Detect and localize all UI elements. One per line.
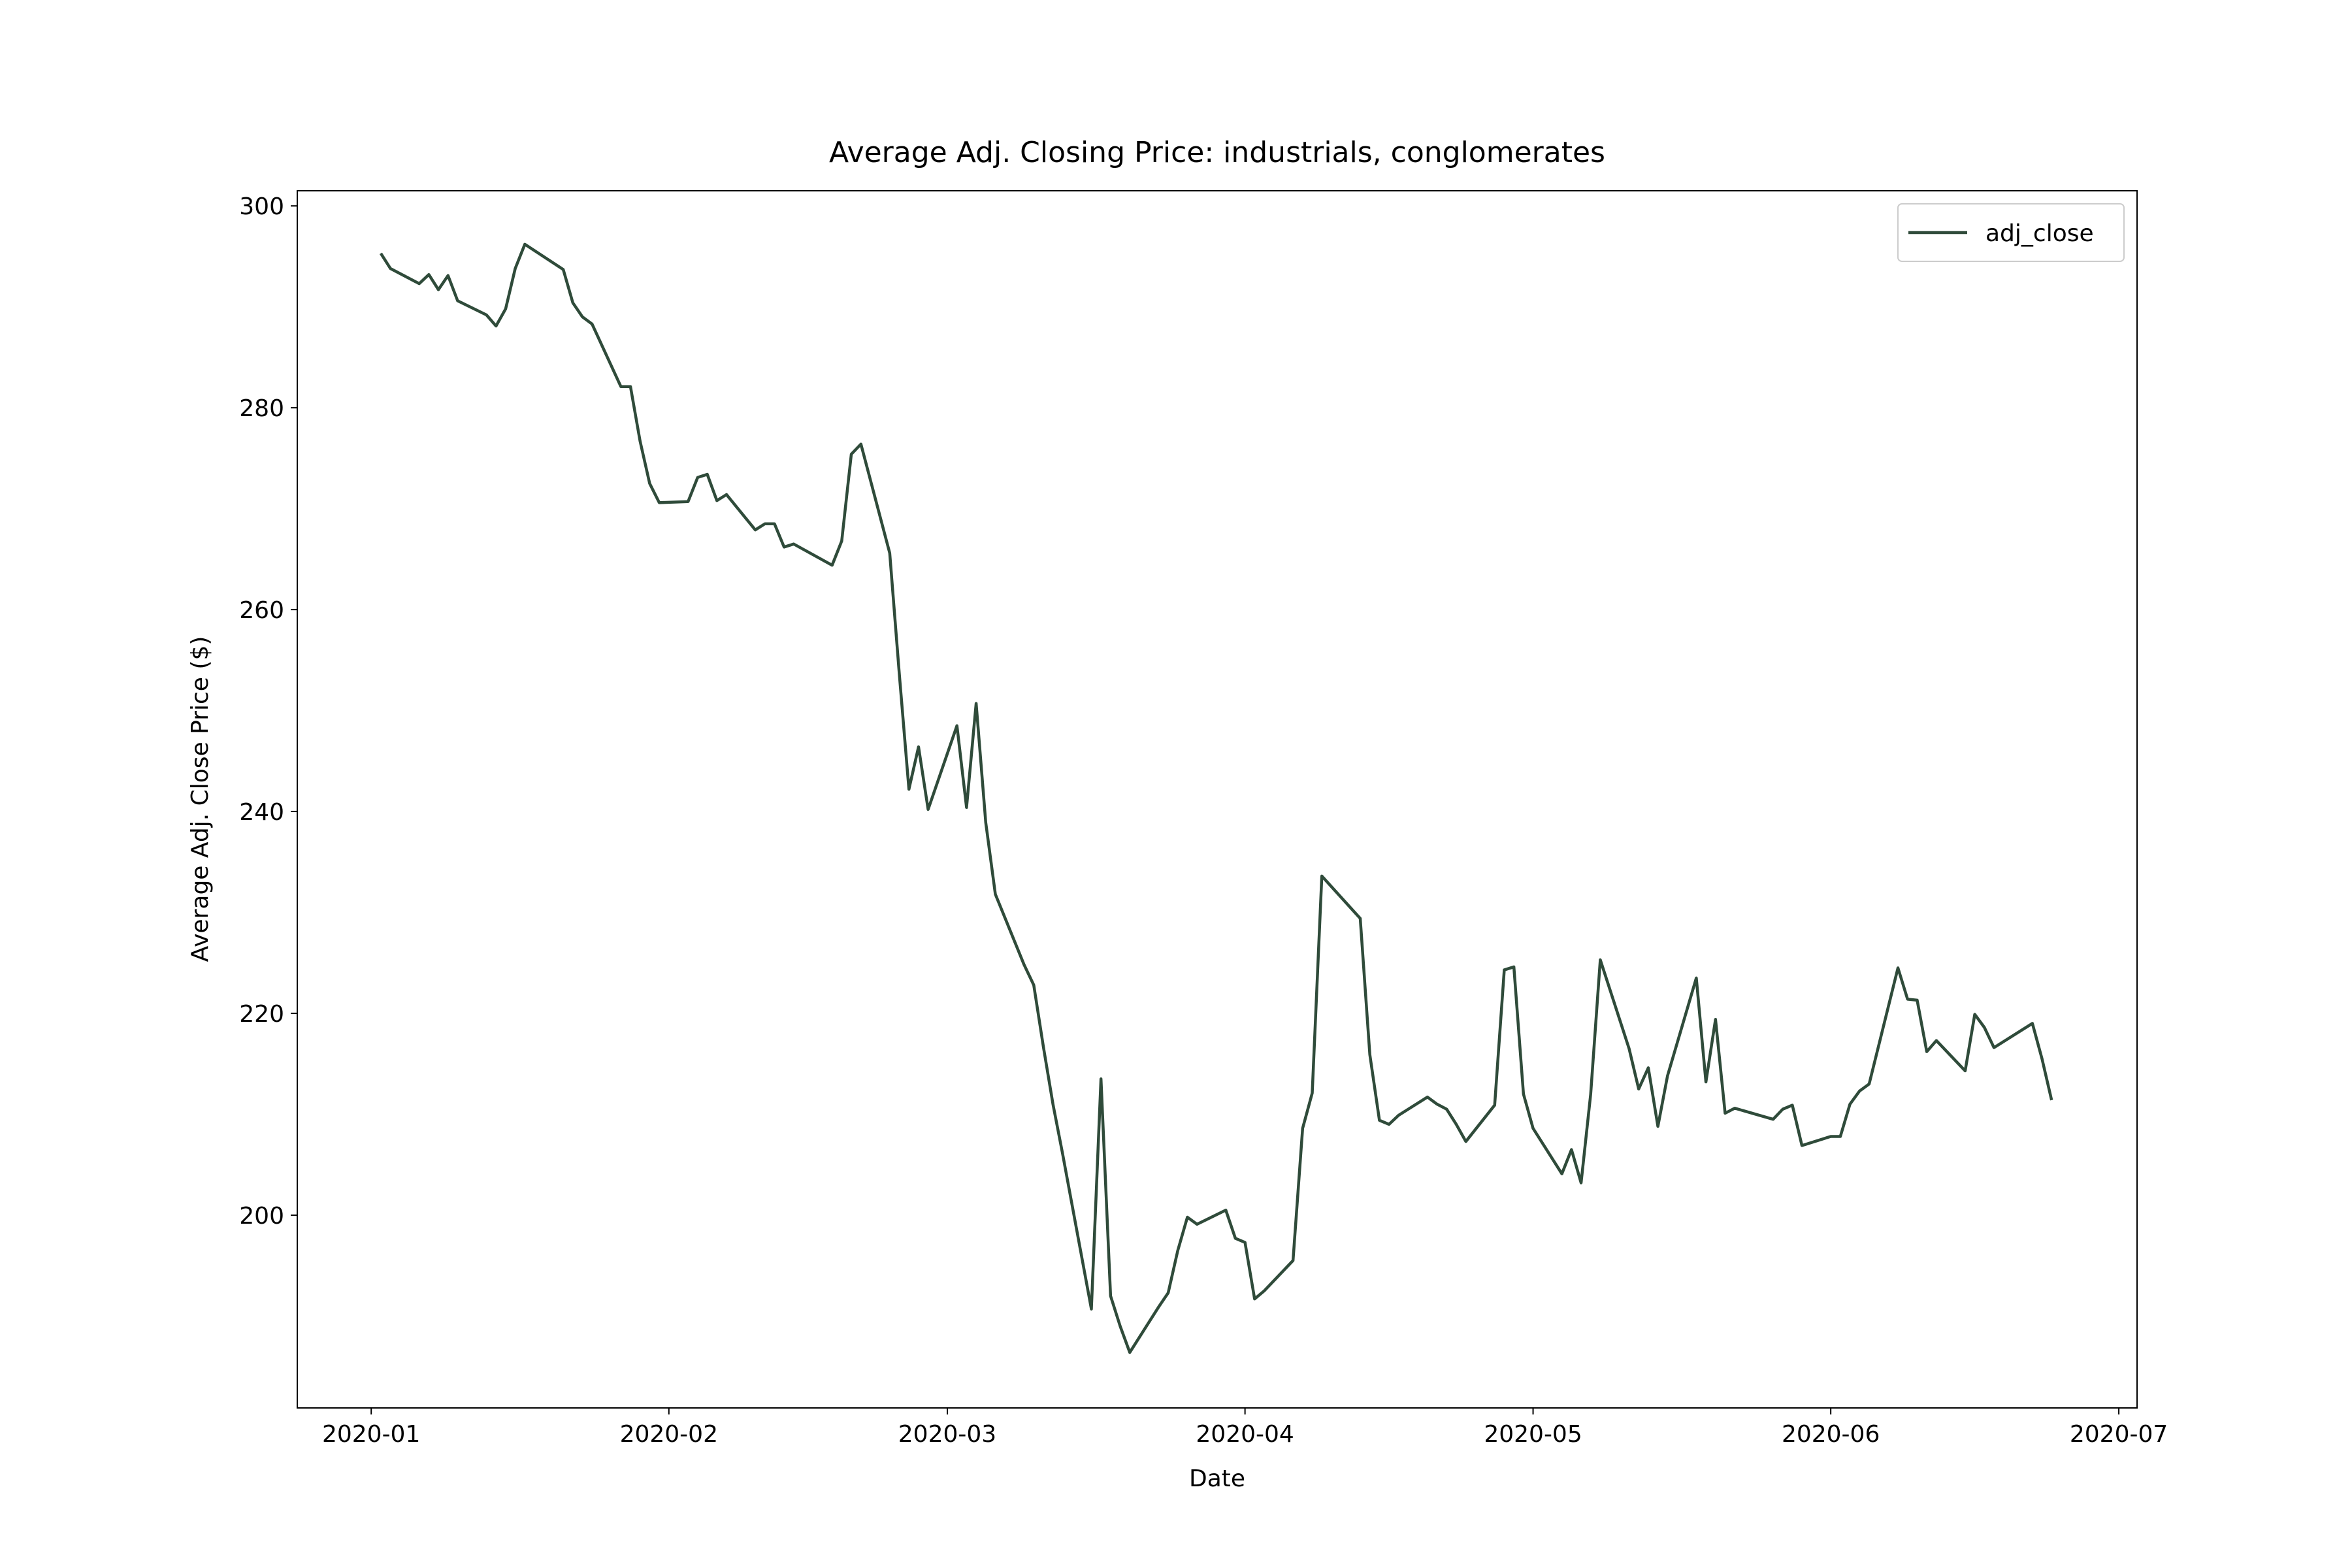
y-tick-label: 200 <box>239 1203 284 1230</box>
y-tick-label: 240 <box>239 799 284 826</box>
x-tick-label: 2020-02 <box>620 1421 718 1448</box>
x-tick-label: 2020-05 <box>1484 1421 1582 1448</box>
y-tick-label: 280 <box>239 395 284 422</box>
chart-title: Average Adj. Closing Price: industrials,… <box>829 136 1605 169</box>
legend: adj_close <box>1897 203 2125 262</box>
plot-frame <box>297 190 2138 1409</box>
x-tick-label: 2020-03 <box>898 1421 996 1448</box>
x-tick-label: 2020-04 <box>1196 1421 1294 1448</box>
y-tick-label: 260 <box>239 597 284 624</box>
legend-label: adj_close <box>1985 220 2094 247</box>
y-axis-label: Average Adj. Close Price ($) <box>187 636 214 962</box>
legend-box <box>1897 203 2125 262</box>
y-tick-label: 220 <box>239 1001 284 1028</box>
x-tick-label: 2020-06 <box>1782 1421 1880 1448</box>
y-tick-label: 300 <box>239 193 284 220</box>
x-tick-label: 2020-07 <box>2070 1421 2168 1448</box>
data-line <box>379 242 2053 1354</box>
x-tick-label: 2020-01 <box>322 1421 420 1448</box>
x-axis-label: Date <box>1189 1465 1245 1492</box>
